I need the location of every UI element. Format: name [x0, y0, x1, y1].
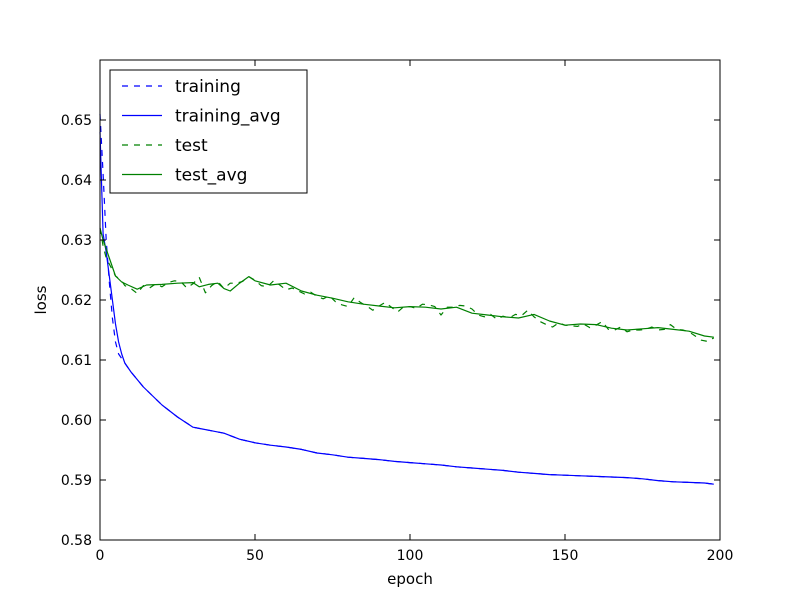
y-tick-label: 0.59 — [61, 473, 92, 489]
x-tick-label: 150 — [552, 548, 579, 564]
x-axis-label: epoch — [387, 570, 433, 588]
y-tick-label: 0.61 — [61, 353, 92, 369]
legend-label-training: training — [175, 77, 241, 97]
series-layer — [99, 113, 715, 485]
x-tick-label: 50 — [246, 548, 264, 564]
series-line-test-avg — [99, 227, 714, 338]
y-tick-label: 0.65 — [61, 113, 92, 129]
x-tick-label: 0 — [96, 548, 105, 564]
legend-label-training-avg: training_avg — [175, 107, 281, 127]
y-tick-label: 0.64 — [61, 173, 92, 189]
legend-box — [109, 69, 308, 194]
tick-layer: 0 50 100 150 200 0.58 0.59 0.60 0.61 0.62 0.63 0.64… — [61, 60, 734, 564]
legend-label-test-avg: test_avg — [175, 166, 247, 186]
y-axis-label: loss — [32, 285, 50, 314]
series-line-training-avg — [99, 131, 714, 485]
y-tick-label: 0.60 — [61, 413, 92, 429]
series-line-test — [99, 227, 715, 342]
y-tick-label: 0.58 — [61, 533, 92, 549]
x-tick-label: 100 — [397, 548, 424, 564]
legend-label-test: test — [175, 136, 208, 156]
y-tick-label: 0.63 — [61, 233, 92, 249]
x-tick-label: 200 — [707, 548, 734, 564]
y-tick-label: 0.62 — [61, 293, 92, 309]
